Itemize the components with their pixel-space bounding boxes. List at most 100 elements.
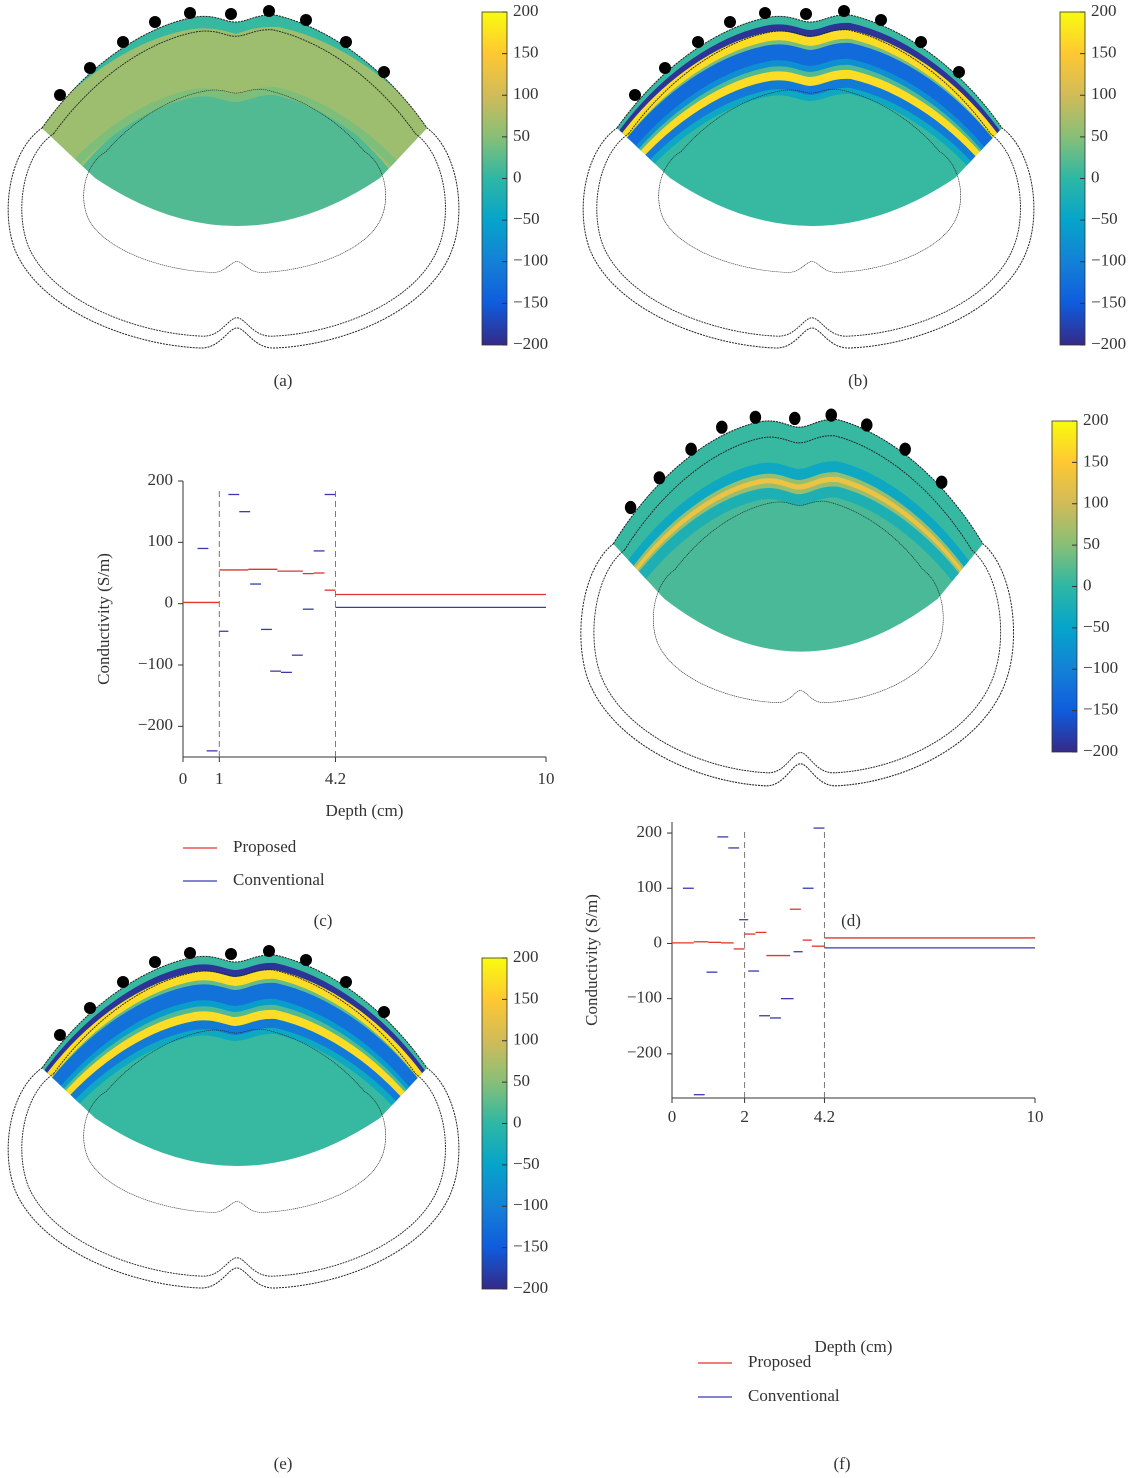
panel-label: (b) (848, 371, 868, 390)
x-tick-label: 0 (179, 769, 188, 788)
y-tick-label: 200 (637, 822, 663, 841)
electrode (692, 36, 704, 48)
y-tick-label: 200 (148, 470, 174, 489)
electrode (117, 36, 129, 48)
colorbar-tick-label: −100 (1091, 251, 1126, 270)
colorbar-tick-label: 200 (513, 947, 539, 966)
electrode (263, 5, 275, 17)
x-tick-label: 10 (1027, 1107, 1044, 1126)
y-tick-label: 100 (637, 877, 663, 896)
panel-label: (e) (274, 1454, 293, 1473)
electrode (685, 443, 697, 456)
colorbar-tick-label: 50 (513, 1071, 530, 1090)
torso-panel (8, 945, 459, 1288)
y-tick-label: −200 (627, 1043, 662, 1062)
figure: 200150100500−50−100−150−200(a)2001501005… (0, 0, 1140, 1478)
legend-label: Conventional (748, 1386, 840, 1405)
electrode (759, 7, 771, 19)
electrode (800, 8, 812, 20)
colorbar-tick-label: −150 (513, 1237, 548, 1256)
electrode (340, 976, 352, 988)
colorbar-tick-label: 200 (513, 1, 539, 20)
electrode (724, 16, 736, 28)
colorbar-tick-label: −50 (1091, 209, 1118, 228)
colorbar-tick-label: 100 (513, 1030, 539, 1049)
torso-panel (583, 5, 1034, 348)
colorbar-tick-label: 150 (513, 43, 539, 62)
colorbar-tick-label: 50 (1091, 126, 1108, 145)
panel-label: (d) (841, 911, 861, 930)
x-axis-title: Depth (cm) (326, 801, 404, 820)
electrode (936, 476, 948, 489)
y-axis-title: Conductivity (S/m) (582, 894, 601, 1026)
colorbar-tick-label: 150 (513, 988, 539, 1007)
colorbar-tick-label: −200 (1091, 334, 1126, 353)
electrode (789, 412, 801, 425)
electrode (750, 411, 762, 424)
colorbar-tick-label: 50 (1083, 534, 1100, 553)
colorbar-tick-label: 50 (513, 126, 530, 145)
colorbar-tick-label: 200 (1083, 410, 1109, 429)
panel-label: (c) (314, 911, 333, 930)
colorbar-tick-label: −50 (1083, 617, 1110, 636)
colorbar-tick-label: 150 (1083, 451, 1109, 470)
electrode (184, 7, 196, 19)
x-tick-label: 4.2 (325, 769, 346, 788)
electrode (225, 948, 237, 960)
x-tick-label: 4.2 (814, 1107, 835, 1126)
electrode (340, 36, 352, 48)
y-tick-label: −200 (138, 715, 173, 734)
electrode (659, 62, 671, 74)
colorbar-tick-label: −200 (513, 334, 548, 353)
y-tick-label: 100 (148, 531, 174, 550)
x-tick-label: 10 (538, 769, 555, 788)
electrode (225, 8, 237, 20)
electrode (899, 443, 911, 456)
colorbar-tick-label: 0 (1083, 575, 1092, 594)
colorbar-tick-label: −100 (513, 1195, 548, 1214)
colorbar-tick-label: 0 (513, 167, 522, 186)
electrode (953, 66, 965, 78)
colorbar-tick-label: 100 (513, 84, 539, 103)
electrode (838, 5, 850, 17)
electrode (84, 1002, 96, 1014)
y-tick-label: −100 (627, 988, 662, 1007)
electrode (54, 89, 66, 101)
electrode (861, 418, 873, 431)
colorbar-tick-label: −150 (1083, 700, 1118, 719)
colorbar-tick-label: −150 (513, 292, 548, 311)
y-tick-label: 0 (654, 932, 663, 951)
colorbar-tick-label: −100 (1083, 658, 1118, 677)
y-tick-label: −100 (138, 654, 173, 673)
colorbar-tick-label: −200 (513, 1278, 548, 1297)
colorbar-tick-label: 0 (513, 1112, 522, 1131)
x-tick-label: 1 (215, 769, 224, 788)
electrode (716, 421, 728, 434)
colorbar-tick-label: −100 (513, 251, 548, 270)
legend-label: Proposed (233, 837, 297, 856)
electrode (378, 1006, 390, 1018)
colorbar-tick-label: 100 (1091, 84, 1117, 103)
electrode (875, 14, 887, 26)
x-tick-label: 0 (668, 1107, 677, 1126)
electrode (184, 947, 196, 959)
x-axis-title: Depth (cm) (815, 1337, 893, 1356)
colorbar-tick-label: −150 (1091, 292, 1126, 311)
electrode (300, 14, 312, 26)
electrode (263, 945, 275, 957)
electrode (84, 62, 96, 74)
panel-label: (f) (834, 1454, 851, 1473)
legend-label: Proposed (748, 1352, 812, 1371)
electrode (654, 471, 666, 484)
electrode (149, 16, 161, 28)
x-tick-label: 2 (740, 1107, 749, 1126)
colorbar-tick-label: 150 (1091, 43, 1117, 62)
colorbar-tick-label: −50 (513, 1154, 540, 1173)
colorbar-tick-label: −50 (513, 209, 540, 228)
electrode (300, 954, 312, 966)
y-axis-title: Conductivity (S/m) (94, 553, 113, 685)
colorbar-tick-label: −200 (1083, 741, 1118, 760)
electrode (625, 501, 637, 514)
electrode (629, 89, 641, 101)
torso-panel (8, 5, 459, 348)
